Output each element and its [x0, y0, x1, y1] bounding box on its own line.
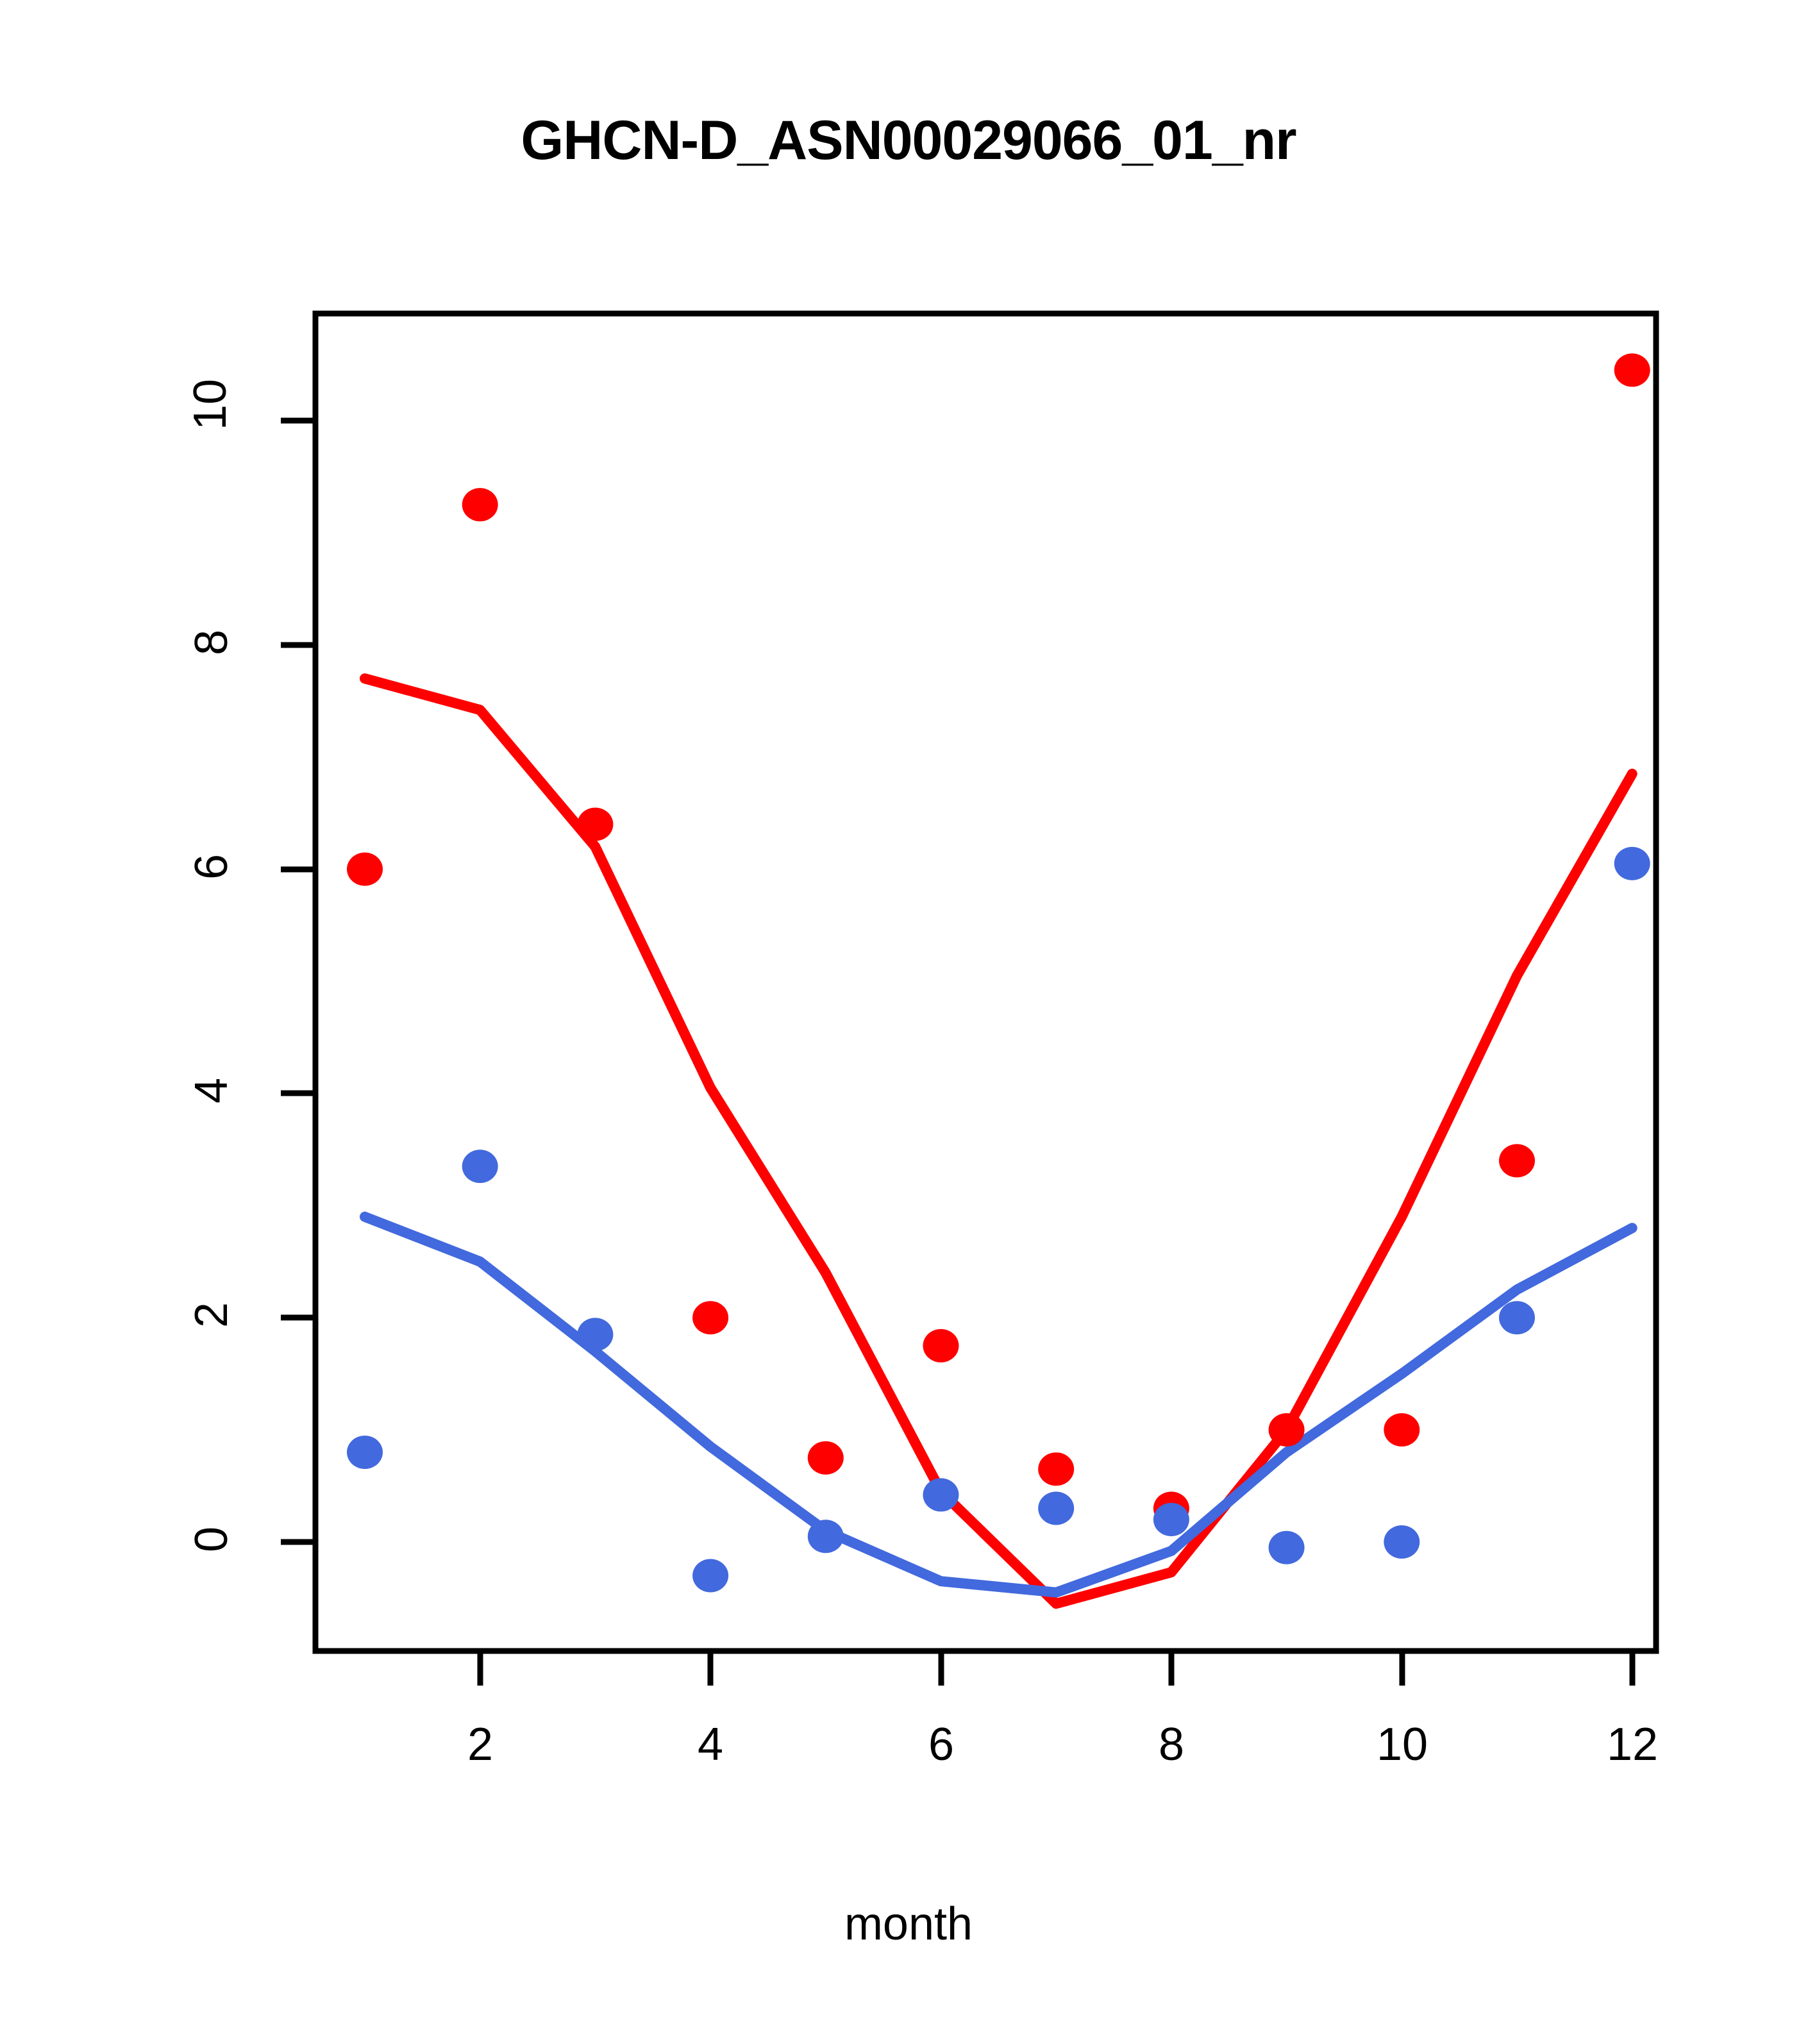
x-tick-label-6: 6 — [928, 1719, 955, 1770]
data-point — [1499, 1301, 1535, 1335]
data-point — [692, 1559, 729, 1593]
data-point — [1268, 1413, 1305, 1447]
data-point — [1038, 1491, 1075, 1525]
x-tick-label-12: 12 — [1606, 1719, 1659, 1770]
data-point — [923, 1478, 959, 1512]
y-tick-label-4: 4 — [186, 1077, 238, 1104]
x-axis-label: month — [844, 1898, 973, 1950]
series-line-blue-line — [360, 1211, 1637, 1598]
data-point — [347, 852, 383, 886]
data-point — [807, 1441, 844, 1475]
x-tick-label-4: 4 — [697, 1719, 724, 1770]
data-point — [1038, 1452, 1075, 1486]
data-point — [1499, 1144, 1535, 1178]
data-point — [807, 1520, 844, 1554]
data-point — [1268, 1530, 1305, 1564]
y-tick-label-6: 6 — [186, 853, 238, 880]
data-point — [462, 1150, 498, 1184]
page-title: GHCN-D_ASN00029066_01_nr — [521, 110, 1296, 171]
data-point — [692, 1301, 729, 1335]
y-tick-label-0: 0 — [186, 1526, 238, 1553]
data-point — [1153, 1503, 1189, 1537]
x-tick-label-2: 2 — [467, 1719, 494, 1770]
data-point — [923, 1328, 959, 1362]
y-tick-label-10: 10 — [185, 378, 237, 431]
x-axis-ticks — [477, 1651, 1636, 1686]
data-point — [462, 488, 498, 522]
y-tick-label-2: 2 — [186, 1302, 238, 1328]
data-point — [577, 807, 614, 841]
data-series-layer — [347, 353, 1650, 1609]
y-tick-label-8: 8 — [186, 629, 238, 656]
data-point — [347, 1436, 383, 1470]
plot-box — [312, 310, 1659, 1654]
data-point — [1614, 846, 1650, 880]
x-tick-label-8: 8 — [1158, 1719, 1185, 1770]
y-axis-ticks — [281, 417, 315, 1545]
data-point — [1384, 1525, 1420, 1559]
data-point — [1614, 353, 1650, 387]
x-tick-label-10: 10 — [1376, 1719, 1428, 1770]
data-point — [1384, 1413, 1420, 1447]
series-line-red-line — [360, 673, 1637, 1609]
data-point — [577, 1318, 614, 1352]
